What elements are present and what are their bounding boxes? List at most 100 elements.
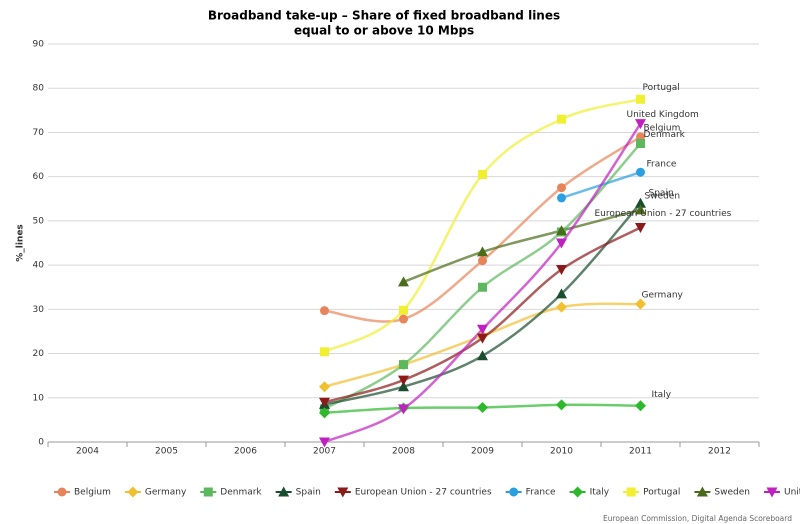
marker	[399, 314, 408, 324]
y-tick-label: 10	[33, 393, 45, 403]
marker	[556, 225, 567, 236]
marker	[556, 399, 567, 411]
chart-subtitle: equal to or above 10 Mbps	[294, 24, 474, 38]
marker	[557, 193, 566, 203]
marker	[635, 197, 646, 208]
x-tick-label: 2011	[629, 447, 652, 457]
series-label: United Kingdom	[627, 110, 699, 120]
y-tick-label: 40	[33, 261, 45, 271]
marker	[696, 486, 708, 497]
marker	[635, 204, 646, 215]
legend-label: France	[526, 488, 556, 498]
marker	[319, 397, 330, 408]
series-label: European Union - 27 countries	[595, 209, 732, 219]
y-tick-label: 80	[33, 84, 45, 94]
legend-label: Denmark	[220, 488, 262, 498]
series-label: Spain	[649, 189, 674, 199]
marker	[478, 282, 487, 292]
marker	[477, 350, 488, 361]
legend-label: United Kingdom	[784, 488, 800, 498]
marker	[557, 183, 566, 193]
marker	[57, 487, 67, 497]
y-tick-label: 60	[33, 172, 45, 182]
legend-label: Belgium	[74, 488, 111, 498]
marker	[477, 324, 488, 335]
series-label: Belgium	[644, 123, 681, 133]
marker	[478, 256, 487, 266]
series-line	[323, 142, 642, 410]
credit: European Commission, Digital Agenda Scor…	[603, 514, 792, 523]
legend-label: Portugal	[643, 488, 680, 498]
marker	[399, 360, 408, 370]
marker	[319, 407, 330, 419]
y-tick-label: 20	[33, 349, 45, 359]
marker	[399, 305, 408, 315]
marker	[477, 246, 488, 257]
marker	[572, 486, 584, 498]
legend-label: Italy	[590, 488, 610, 498]
marker	[477, 333, 488, 344]
marker	[398, 404, 409, 415]
marker	[635, 223, 646, 234]
marker	[766, 487, 778, 498]
x-tick-label: 2009	[471, 447, 494, 457]
marker	[557, 114, 566, 124]
marker	[556, 265, 567, 276]
x-tick-label: 2005	[155, 447, 178, 457]
marker	[556, 301, 567, 313]
marker	[556, 238, 567, 249]
marker	[320, 306, 329, 316]
marker	[278, 486, 290, 497]
series-line	[324, 302, 641, 388]
marker	[398, 381, 409, 392]
marker	[319, 381, 330, 393]
y-tick-label: 30	[33, 305, 45, 315]
markers	[319, 94, 646, 448]
lines	[323, 98, 642, 444]
y-tick-label: 70	[33, 128, 45, 138]
marker	[398, 375, 409, 386]
marker	[556, 288, 567, 299]
x-tick-label: 2004	[76, 447, 99, 457]
legend-label: Spain	[296, 488, 321, 498]
marker	[477, 402, 488, 414]
legend-label: Sweden	[714, 488, 750, 498]
series-line	[323, 98, 641, 353]
y-tick-label: 0	[38, 438, 44, 448]
marker	[320, 347, 329, 357]
marker	[337, 487, 349, 498]
x-tick-label: 2012	[708, 447, 731, 457]
marker	[636, 94, 645, 104]
series-label: Denmark	[644, 130, 686, 140]
x-tick-label: 2008	[392, 447, 415, 457]
marker	[478, 169, 487, 179]
marker	[398, 276, 409, 287]
marker	[127, 486, 139, 498]
legend-label: European Union - 27 countries	[355, 488, 492, 498]
legend-label: Germany	[145, 488, 187, 498]
marker	[509, 487, 519, 497]
x-tick-label: 2006	[234, 447, 257, 457]
chart-title: Broadband take-up – Share of fixed broad…	[208, 9, 560, 23]
series-label: Italy	[652, 390, 672, 400]
marker	[635, 298, 646, 310]
y-tick-label: 90	[33, 40, 45, 50]
marker	[636, 167, 645, 177]
marker	[319, 437, 330, 448]
x-tick-label: 2007	[313, 447, 336, 457]
marker	[635, 119, 646, 130]
y-tick-label: 50	[33, 216, 45, 226]
marker	[626, 487, 636, 497]
series-label: Portugal	[643, 83, 680, 93]
series-label: France	[647, 160, 677, 170]
series-label: Sweden	[645, 191, 681, 201]
series-label: Germany	[642, 291, 684, 301]
series-line	[403, 208, 641, 284]
series-line	[324, 135, 642, 323]
y-axis-label: %_lines	[16, 224, 26, 262]
marker	[635, 400, 646, 412]
marker	[203, 487, 213, 497]
marker	[636, 139, 645, 148]
x-tick-label: 2010	[550, 447, 573, 457]
